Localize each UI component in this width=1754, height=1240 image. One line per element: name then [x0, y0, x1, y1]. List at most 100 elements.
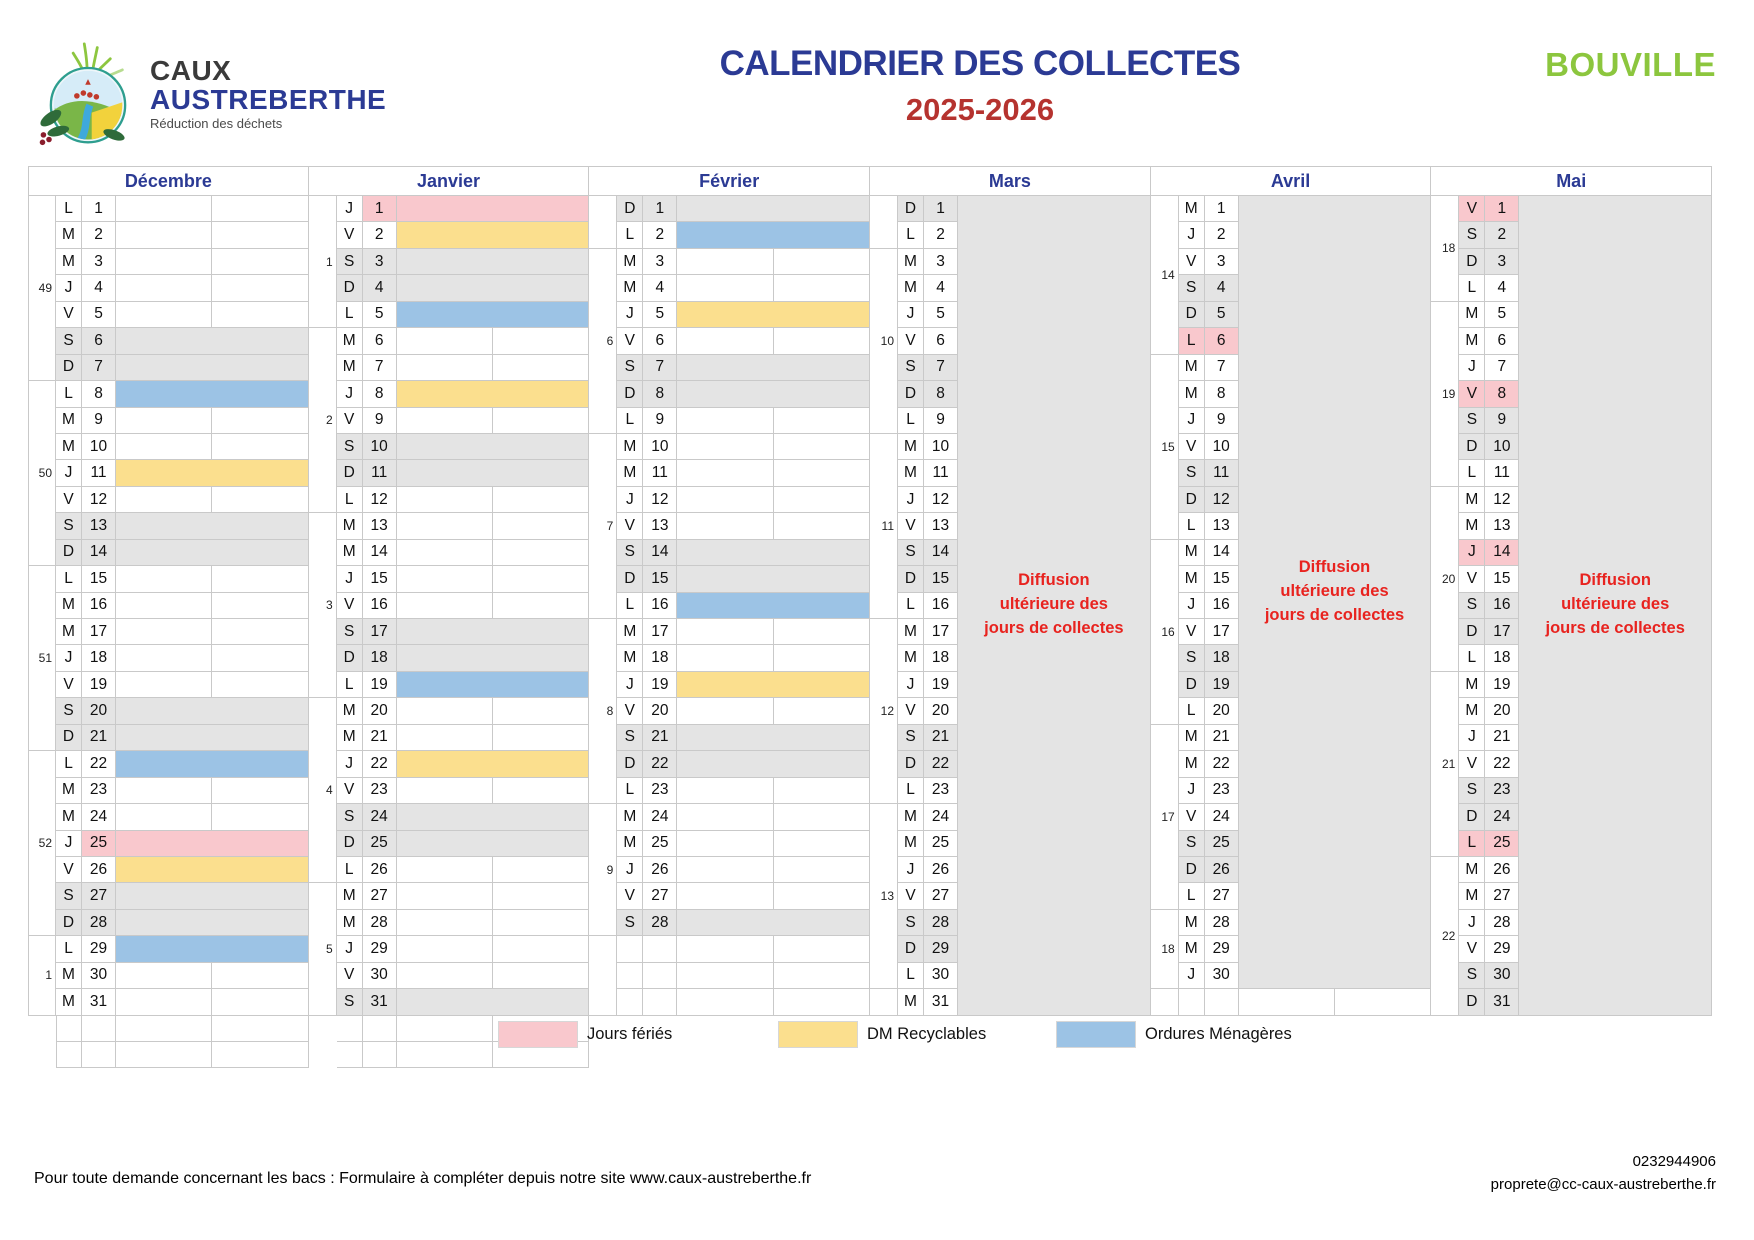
day-letter-cell: D	[898, 936, 925, 963]
day-letter-cell: M	[1459, 486, 1486, 514]
collection-cell	[116, 619, 309, 646]
day-letter-cell: D	[617, 566, 644, 593]
day-letter-cell: M	[617, 275, 644, 302]
collection-subcell	[677, 883, 772, 908]
collection-cell	[396, 698, 590, 725]
month-mai: Mai 18 19 20 21 22 V 1 S 2 D 3 L 4 M 5 M 6 J 7 V 8 S 9 D 10 L 11 M 12…	[1431, 166, 1713, 1068]
collection-cell	[677, 989, 871, 1016]
day-number-cell: 10	[1204, 433, 1239, 461]
day-letter-cell: M	[56, 777, 82, 805]
collection-subcell	[397, 328, 492, 353]
day-number-cell: 10	[82, 433, 116, 461]
collection-subcell	[397, 355, 492, 380]
day-letter-cell: M	[898, 460, 925, 487]
collection-cell	[677, 513, 871, 540]
day-number-cell: 12	[82, 486, 116, 514]
collection-cell	[396, 486, 590, 514]
day-letter-cell: S	[336, 619, 363, 646]
day-number-cell: 25	[643, 830, 678, 857]
month-title: Mars	[870, 166, 1151, 196]
day-letter-cell: M	[56, 248, 82, 276]
day-letter-cell: M	[336, 909, 363, 937]
day-letter-cell: L	[898, 962, 925, 990]
day-number-cell: 29	[924, 936, 959, 963]
day-letter-cell: J	[336, 936, 363, 963]
day-letter-cell: J	[1178, 777, 1205, 805]
collection-subcell	[116, 196, 211, 221]
week-number-cell: 14	[1150, 196, 1179, 355]
day-letter-cell: D	[336, 830, 363, 857]
week-number-cell	[870, 989, 899, 1016]
collection-cell	[116, 433, 309, 461]
collection-cell	[396, 671, 590, 699]
day-number-cell: 7	[1204, 354, 1239, 382]
collection-subcell	[116, 566, 211, 591]
day-letter-cell: D	[56, 354, 82, 382]
day-letter-cell: S	[336, 804, 363, 831]
day-number-cell: 29	[1204, 936, 1239, 963]
collection-cell	[677, 909, 871, 937]
week-number-cell: 5	[308, 883, 337, 1016]
day-letter-cell: M	[1459, 301, 1486, 329]
day-number-cell: 2	[362, 222, 397, 249]
day-letter-cell: L	[1459, 830, 1486, 857]
collection-subcell	[1334, 989, 1430, 1015]
collection-subcell	[397, 883, 492, 908]
collection-cell	[677, 486, 871, 514]
day-number-cell: 21	[362, 724, 397, 752]
collection-cell	[677, 354, 871, 382]
day-letter-cell: J	[617, 301, 644, 329]
day-letter-cell: V	[898, 513, 925, 540]
day-letter-cell: L	[56, 936, 82, 963]
week-number-cell: 17	[1150, 724, 1179, 910]
day-letter-cell: J	[336, 381, 363, 408]
day-letter-cell: S	[1459, 962, 1486, 990]
day-letter-cell: V	[336, 407, 363, 434]
collection-cell	[396, 724, 590, 752]
collection-subcell	[116, 804, 211, 829]
day-number-cell: 14	[643, 539, 678, 567]
day-number-cell: 2	[924, 222, 959, 249]
legend-item-ordures-menageres: Ordures Ménagères	[1056, 1021, 1292, 1048]
day-number-cell: 11	[362, 460, 397, 487]
collection-subcell	[211, 566, 307, 592]
collection-subcell	[677, 513, 772, 538]
collection-subcell	[772, 619, 869, 645]
day-number-cell: 26	[82, 856, 116, 884]
collection-cell	[396, 883, 590, 910]
day-number-cell: 5	[1204, 301, 1239, 329]
day-number-cell: 8	[643, 381, 678, 408]
day-number-cell: 4	[1204, 275, 1239, 302]
week-number-cell: 1	[308, 196, 337, 329]
collection-subcell	[211, 592, 307, 618]
day-letter-cell: L	[1178, 698, 1205, 725]
day-letter-cell: D	[1178, 671, 1205, 699]
collection-subcell	[677, 989, 772, 1014]
day-letter-cell: V	[617, 513, 644, 540]
day-number-cell: 18	[643, 645, 678, 672]
day-number-cell: 22	[82, 751, 116, 778]
day-number-cell: 24	[643, 804, 678, 831]
day-number-cell: 19	[1485, 671, 1520, 699]
day-number-cell: 1	[82, 196, 116, 223]
collection-subcell	[116, 275, 211, 300]
day-number-cell: 5	[924, 301, 959, 329]
day-letter-cell: J	[1178, 962, 1205, 990]
day-number-cell: 28	[1485, 909, 1520, 937]
collection-subcell	[492, 724, 588, 751]
day-number-cell: 25	[82, 830, 116, 857]
empty-cell	[617, 989, 644, 1016]
collection-cell	[116, 275, 309, 302]
collection-subcell	[772, 989, 869, 1015]
day-number-cell: 28	[362, 909, 397, 937]
collection-subcell	[677, 328, 772, 353]
collection-subcell	[492, 883, 588, 909]
collection-subcell	[772, 433, 869, 460]
diffusion-note-line: ultérieure des	[999, 595, 1108, 614]
day-letter-cell: M	[617, 248, 644, 276]
day-letter-cell: J	[56, 645, 82, 672]
collection-cell	[677, 804, 871, 831]
collection-subcell	[116, 963, 211, 988]
collection-cell	[116, 830, 309, 857]
